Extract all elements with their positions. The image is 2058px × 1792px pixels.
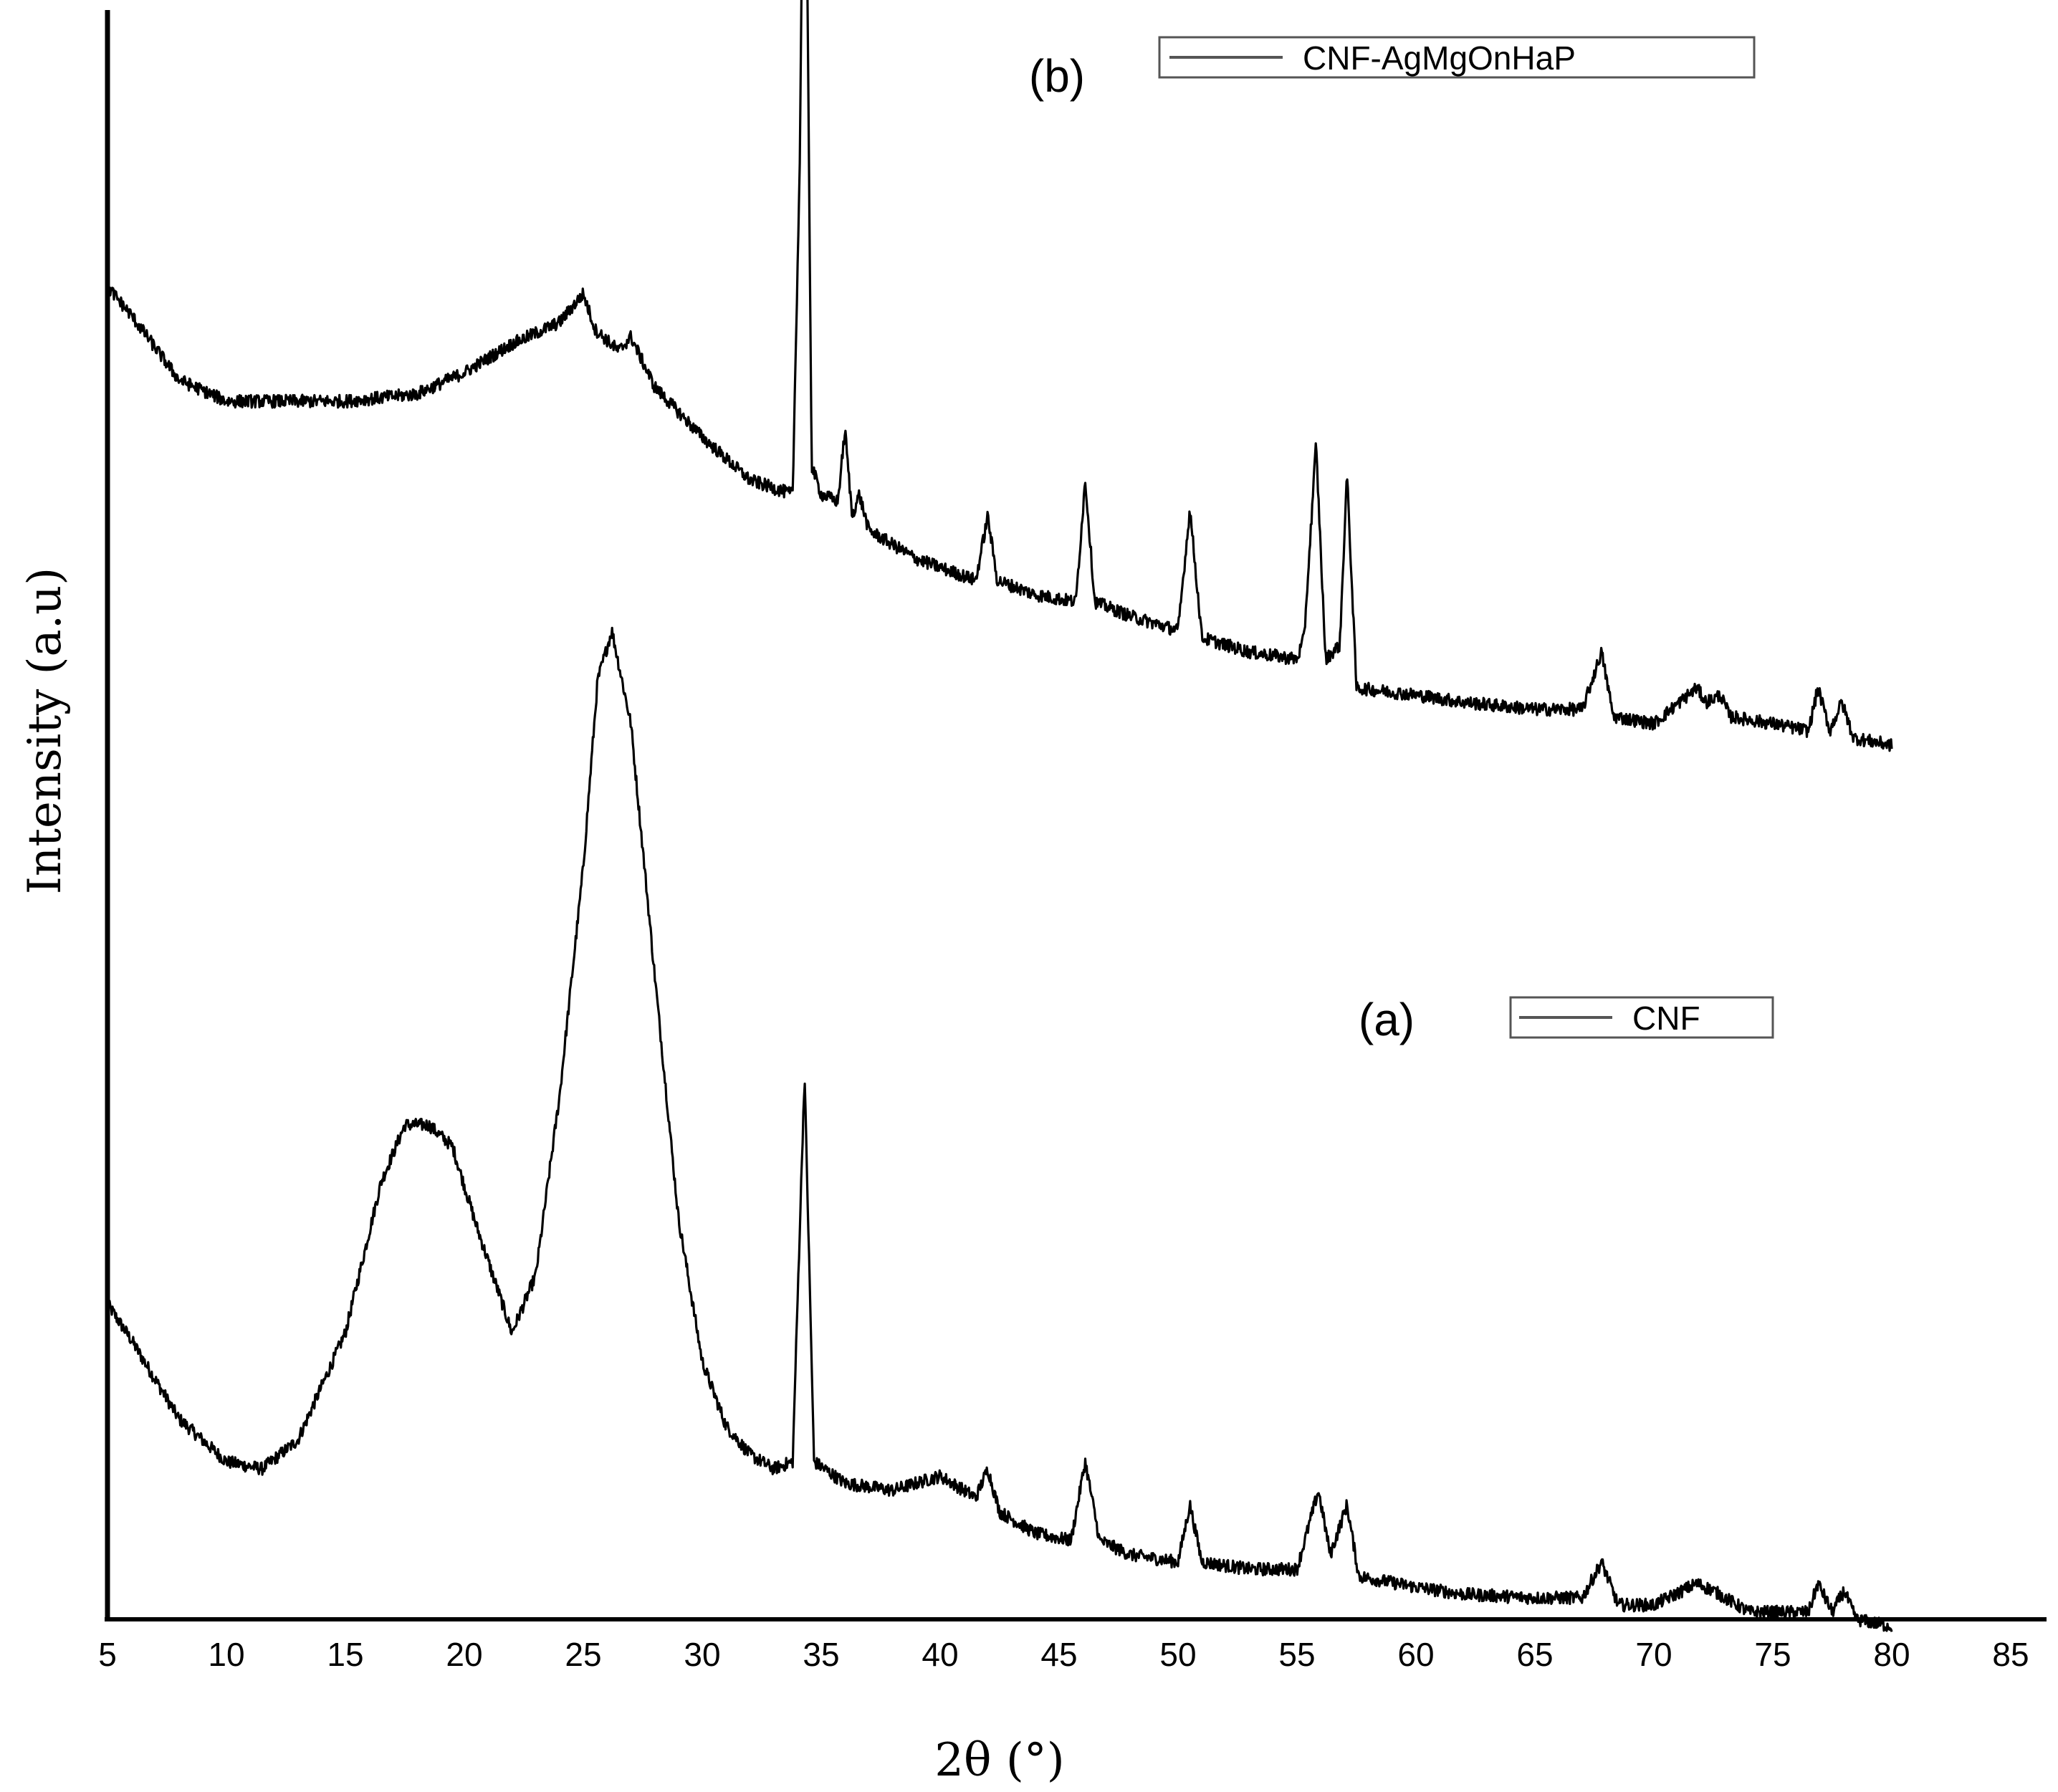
x-tick-label: 10 bbox=[208, 1636, 244, 1673]
x-tick-label: 45 bbox=[1040, 1636, 1077, 1673]
x-tick-label: 40 bbox=[922, 1636, 958, 1673]
x-tick-label: 50 bbox=[1159, 1636, 1196, 1673]
x-tick-label: 60 bbox=[1397, 1636, 1434, 1673]
x-tick-label: 80 bbox=[1873, 1636, 1910, 1673]
x-tick-label: 30 bbox=[684, 1636, 720, 1673]
panel-label-b: (b) bbox=[1029, 50, 1085, 102]
x-axis-title: 2θ (°) bbox=[934, 1734, 1065, 1787]
legend-a: (a) CNF bbox=[1359, 994, 1774, 1045]
x-tick-label: 35 bbox=[803, 1636, 839, 1673]
series-layer bbox=[106, 0, 1893, 1632]
x-tick-label: 70 bbox=[1635, 1636, 1672, 1673]
series-line-cnf bbox=[106, 626, 1893, 1632]
x-tick-label: 55 bbox=[1278, 1636, 1315, 1673]
panel-label-a: (a) bbox=[1359, 994, 1415, 1045]
x-tick-label: 65 bbox=[1516, 1636, 1553, 1673]
x-tick-label: 5 bbox=[98, 1636, 117, 1673]
x-tick-label: 25 bbox=[565, 1636, 601, 1673]
x-tick-labels: 5 10 15 20 25 30 35 40 45 50 55 60 65 70 75 80 85 bbox=[98, 1636, 2029, 1673]
x-tick-label: 20 bbox=[446, 1636, 482, 1673]
x-tick-label: 85 bbox=[1992, 1636, 2029, 1673]
y-axis-title: Intensity (a.u) bbox=[19, 567, 72, 895]
series-line-cnf-agmgonhap bbox=[106, 0, 1893, 752]
x-tick-label: 15 bbox=[327, 1636, 363, 1673]
legend-b: (b) CNF-AgMgOnHaP bbox=[1029, 36, 1756, 102]
x-tick-label: 75 bbox=[1754, 1636, 1791, 1673]
legend-a-label: CNF bbox=[1632, 1000, 1700, 1037]
legend-b-label: CNF-AgMgOnHaP bbox=[1303, 39, 1576, 77]
